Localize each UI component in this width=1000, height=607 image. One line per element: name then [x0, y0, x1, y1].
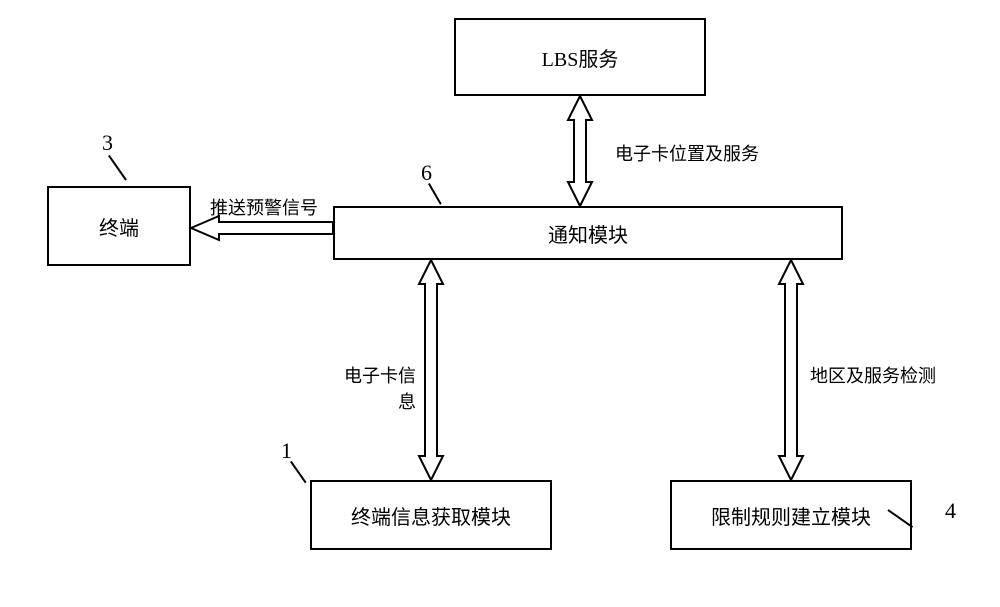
- callout-rules: 4: [945, 498, 956, 524]
- callout-terminal-line: [108, 155, 127, 181]
- callout-notify-line: [428, 183, 442, 205]
- node-rules: 限制规则建立模块: [670, 480, 912, 550]
- callout-terminal: 3: [102, 130, 113, 156]
- node-notify-label: 通知模块: [548, 219, 628, 248]
- edge-notify-terminal-label: 推送预警信号: [210, 194, 318, 220]
- diagram-canvas: LBS服务 终端 通知模块 终端信息获取模块 限制规则建立模块 3 6 1 4 …: [0, 0, 1000, 607]
- node-notify: 通知模块: [333, 206, 843, 260]
- arrow-notify-acquire: [419, 260, 443, 480]
- node-acquire-label: 终端信息获取模块: [351, 501, 511, 530]
- node-terminal: 终端: [47, 186, 191, 266]
- callout-notify: 6: [421, 160, 432, 186]
- node-acquire: 终端信息获取模块: [310, 480, 552, 550]
- edge-lbs-notify-label: 电子卡位置及服务: [615, 140, 759, 166]
- arrow-notify-rules: [779, 260, 803, 480]
- callout-acquire-line: [290, 461, 307, 483]
- node-lbs: LBS服务: [454, 18, 706, 96]
- node-lbs-label: LBS服务: [542, 43, 619, 72]
- node-rules-label: 限制规则建立模块: [711, 501, 871, 530]
- edge-notify-rules-label: 地区及服务检测: [810, 362, 936, 388]
- arrow-lbs-notify: [568, 96, 592, 206]
- edge-notify-acquire-label: 电子卡信息: [336, 362, 416, 414]
- node-terminal-label: 终端: [99, 212, 139, 241]
